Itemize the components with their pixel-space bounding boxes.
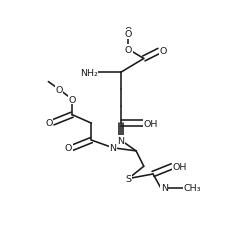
Text: O: O: [65, 144, 72, 153]
Text: N: N: [161, 184, 168, 192]
Text: S: S: [125, 174, 132, 183]
Text: CH₃: CH₃: [184, 184, 201, 192]
Text: N: N: [117, 136, 124, 145]
Text: OH: OH: [172, 162, 187, 171]
Text: O: O: [69, 95, 76, 104]
Text: O: O: [46, 118, 53, 127]
Text: O: O: [125, 30, 132, 39]
Text: O: O: [159, 47, 167, 56]
Text: NH₂: NH₂: [80, 69, 98, 77]
Text: O: O: [55, 85, 63, 94]
Text: OH: OH: [144, 119, 158, 128]
Text: O: O: [125, 27, 132, 36]
Text: N: N: [110, 144, 117, 153]
Text: O: O: [55, 85, 63, 94]
Text: O: O: [125, 45, 132, 54]
